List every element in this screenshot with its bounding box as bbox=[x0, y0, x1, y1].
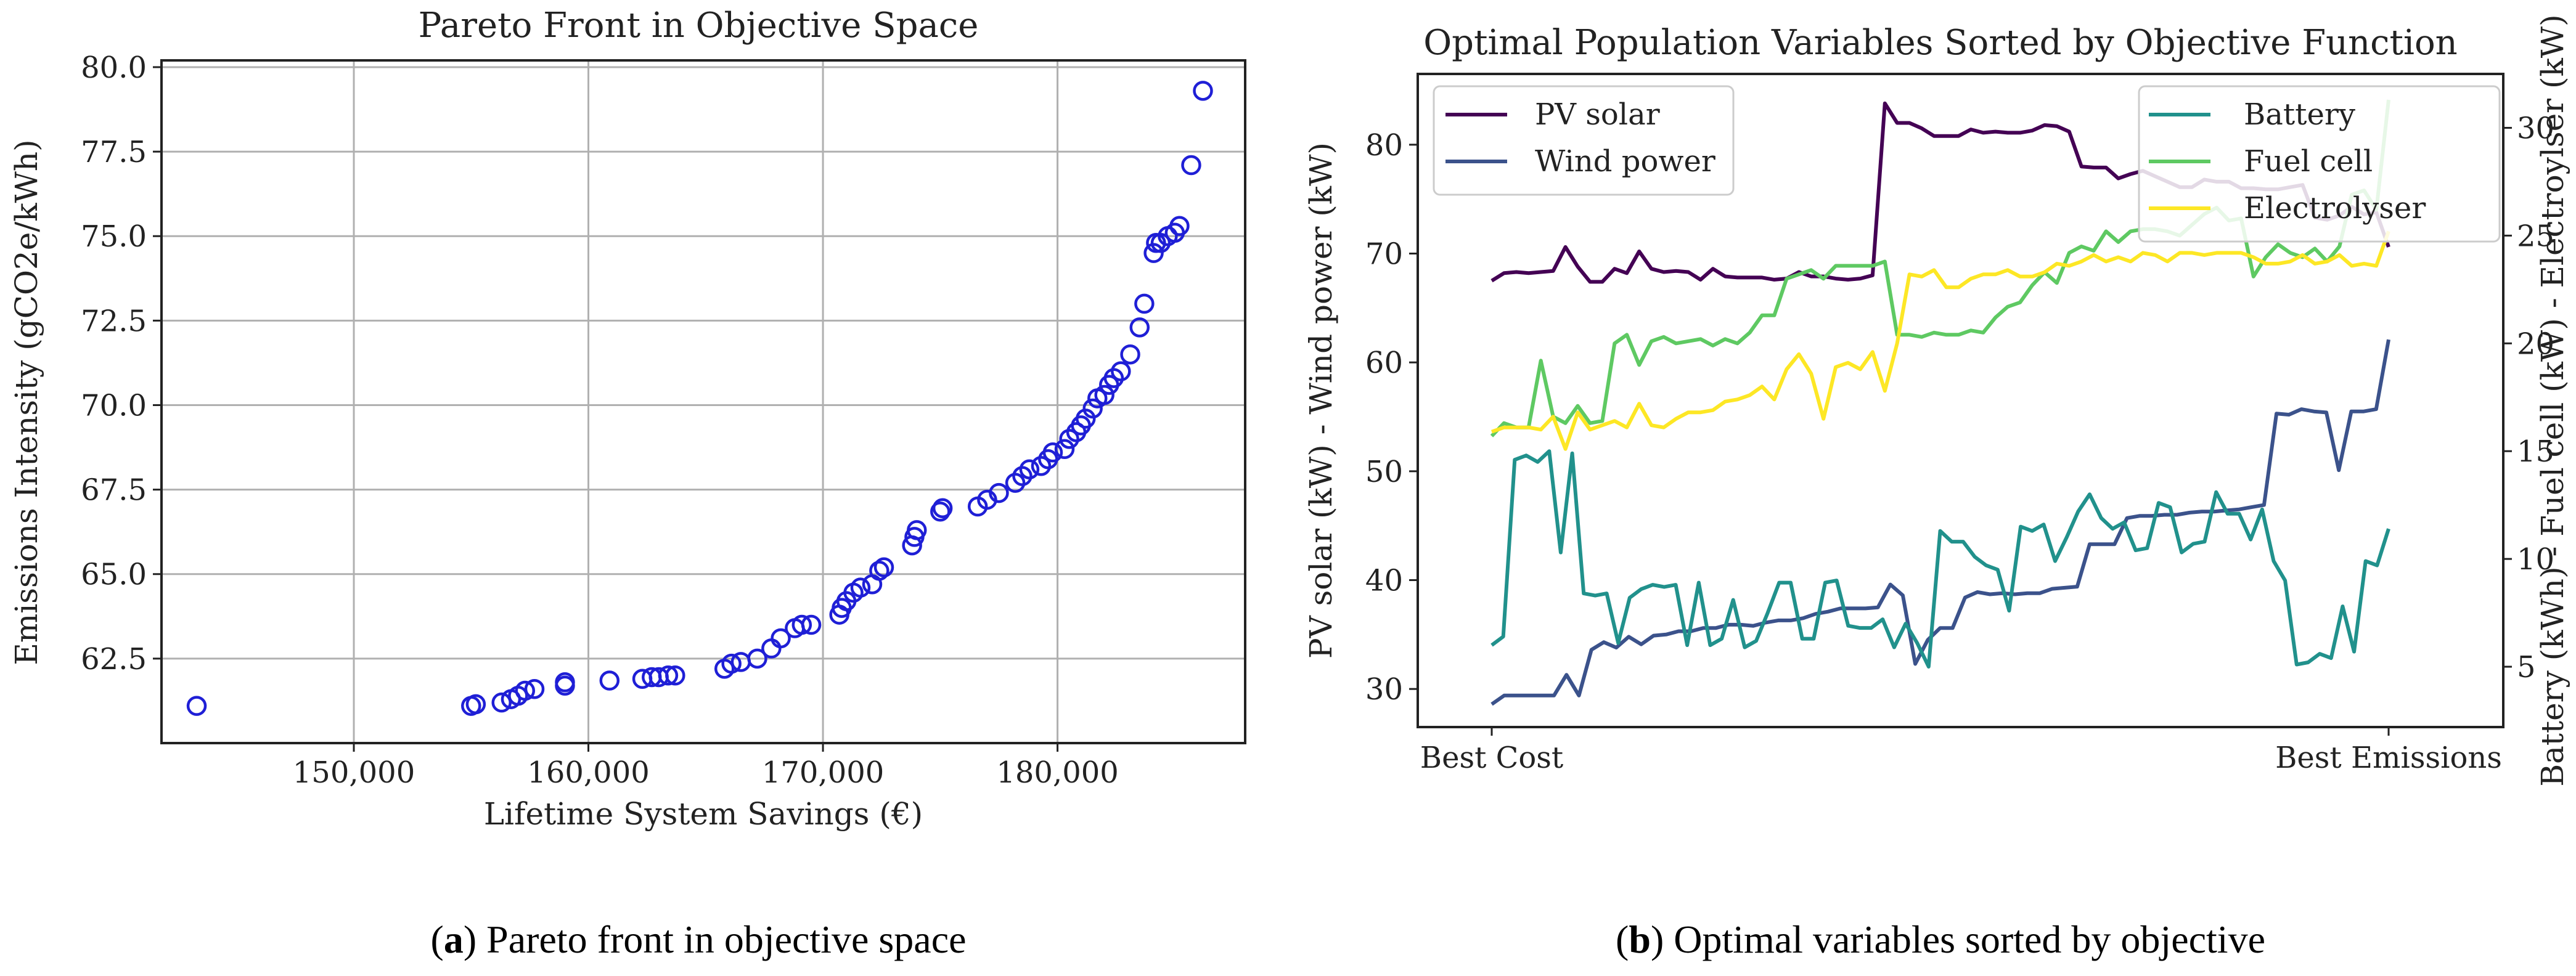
pareto-point bbox=[555, 672, 575, 693]
pareto-point bbox=[1143, 243, 1164, 263]
pareto-x-tick-label: 160,000 bbox=[527, 755, 650, 790]
left-y-tick-label: 50 bbox=[1365, 455, 1403, 489]
pareto-plot-frame bbox=[160, 59, 1246, 744]
pareto-y-tick-label: 65.0 bbox=[81, 558, 147, 592]
series-line-wind-power bbox=[1490, 339, 2390, 706]
caption-b-text: Optimal variables sorted by objective bbox=[1664, 917, 2265, 961]
pareto-point bbox=[1019, 459, 1040, 479]
caption-b: (b) Optimal variables sorted by objectiv… bbox=[1616, 917, 2265, 961]
pareto-point bbox=[801, 614, 822, 635]
caption-b-letter: b bbox=[1629, 917, 1651, 961]
legend-label-battery: Battery bbox=[2244, 97, 2355, 132]
pareto-gridlines bbox=[162, 60, 1245, 743]
left-y-tick-label: 60 bbox=[1365, 346, 1403, 380]
pareto-point bbox=[1120, 344, 1140, 365]
legend-label-wind-power: Wind power bbox=[1535, 144, 1715, 179]
legend-label-electrolyser: Electrolyser bbox=[2244, 191, 2426, 226]
pareto-point bbox=[1054, 439, 1075, 460]
legend-label-pv-solar: PV solar bbox=[1535, 97, 1660, 132]
right-y-tick-label: 25 bbox=[2517, 219, 2554, 253]
pareto-y-tick-label: 80.0 bbox=[81, 51, 147, 85]
pareto-point bbox=[869, 561, 889, 581]
right-y-tick-label: 30 bbox=[2517, 111, 2554, 145]
variables-plot-frame bbox=[1417, 73, 2504, 728]
left-y-tick-label: 70 bbox=[1365, 237, 1403, 272]
pareto-point bbox=[665, 665, 685, 686]
pareto-point bbox=[1169, 216, 1190, 237]
pareto-point bbox=[1129, 317, 1150, 338]
pareto-point bbox=[721, 653, 742, 674]
pareto-point bbox=[761, 638, 782, 659]
pareto-y-tick-label: 75.0 bbox=[81, 219, 147, 254]
right-y-tick-label: 10 bbox=[2517, 542, 2554, 577]
left-y-tick-label: 40 bbox=[1365, 564, 1403, 598]
caption-a: (a) Pareto front in objective space bbox=[431, 917, 967, 961]
pareto-point bbox=[1042, 442, 1063, 463]
pareto-point bbox=[515, 680, 536, 701]
pareto-point bbox=[1111, 361, 1131, 381]
pareto-point bbox=[850, 577, 871, 598]
pareto-point bbox=[658, 665, 679, 686]
caption-a-letter: a bbox=[444, 917, 464, 961]
pareto-point bbox=[747, 648, 767, 669]
series-line-battery bbox=[1490, 449, 2390, 669]
right-y-tick-label: 20 bbox=[2517, 327, 2554, 361]
pareto-point bbox=[791, 614, 812, 635]
pareto-point bbox=[599, 670, 620, 691]
pareto-y-tick-label: 67.5 bbox=[81, 473, 147, 508]
variables-right-y-axis-label: Battery (kWh) - Fuel cell (kW) - Electro… bbox=[2535, 14, 2570, 786]
pareto-x-tick-label: 170,000 bbox=[762, 755, 885, 790]
right-y-tick-label: 15 bbox=[2517, 434, 2554, 469]
pareto-point bbox=[930, 502, 951, 522]
variables-right-y-ticks: 5 10 15 20 25 30 bbox=[2503, 111, 2554, 685]
legend-right-box bbox=[2138, 85, 2501, 243]
caption-a-text: Pareto front in objective space bbox=[476, 917, 966, 961]
pareto-x-tick-label: 180,000 bbox=[996, 755, 1119, 790]
pareto-x-ticks: 150,000 160,000 170,000 180,000 bbox=[293, 743, 1119, 790]
pareto-y-tick-label: 62.5 bbox=[81, 642, 147, 677]
variables-x-ticks: Best Cost Best Emissions bbox=[1420, 727, 2502, 775]
pareto-point bbox=[932, 498, 953, 519]
variables-chart-title: Optimal Population Variables Sorted by O… bbox=[1423, 23, 2457, 63]
x-tick-best-emissions: Best Emissions bbox=[2275, 741, 2502, 775]
variables-left-y-ticks: 30 40 50 60 70 80 bbox=[1365, 128, 1418, 707]
pareto-x-axis-label: Lifetime System Savings (€) bbox=[484, 796, 923, 832]
pareto-point bbox=[491, 692, 512, 713]
pareto-point bbox=[873, 557, 894, 578]
pareto-point bbox=[465, 694, 486, 715]
legend-label-fuel-cell: Fuel cell bbox=[2244, 144, 2373, 179]
pareto-chart-title: Pareto Front in Objective Space bbox=[419, 6, 979, 46]
pareto-y-tick-label: 72.5 bbox=[81, 304, 147, 338]
pareto-point bbox=[907, 520, 927, 540]
pareto-point bbox=[1181, 155, 1201, 176]
pareto-point bbox=[186, 696, 207, 716]
legend-right: Battery Fuel cell Electrolyser bbox=[2138, 85, 2501, 243]
pareto-point bbox=[1134, 293, 1155, 314]
variables-left-y-axis-label: PV solar (kW) - Wind power (kW) bbox=[1303, 142, 1339, 659]
pareto-point bbox=[1094, 384, 1114, 405]
pareto-points bbox=[186, 81, 1213, 716]
legend-left-box bbox=[1433, 85, 1735, 196]
pareto-point bbox=[1075, 409, 1096, 429]
pareto-point bbox=[524, 678, 545, 699]
right-y-tick-label: 5 bbox=[2517, 650, 2536, 685]
pareto-point bbox=[989, 482, 1009, 503]
pareto-point bbox=[1082, 398, 1103, 419]
pareto-y-tick-label: 70.0 bbox=[81, 388, 147, 423]
pareto-y-tick-label: 77.5 bbox=[81, 135, 147, 169]
series-line-electrolyser bbox=[1491, 230, 2390, 451]
pareto-x-tick-label: 150,000 bbox=[293, 755, 415, 790]
pareto-y-ticks: 62.5 65.0 67.5 70.0 72.5 75.0 77.5 80.0 bbox=[81, 51, 162, 677]
pareto-y-axis-label: Emissions Intensity (gCO2e/kWh) bbox=[9, 139, 44, 665]
variables-line-panel: Optimal Population Variables Sorted by O… bbox=[1303, 14, 2570, 786]
legend-left: PV solar Wind power bbox=[1433, 85, 1735, 196]
pareto-point bbox=[1193, 81, 1213, 101]
left-y-tick-label: 80 bbox=[1365, 128, 1403, 163]
pareto-point bbox=[771, 628, 791, 649]
pareto-scatter-panel: Pareto Front in Objective Space 150,000 1… bbox=[9, 6, 1246, 832]
x-tick-best-cost: Best Cost bbox=[1420, 741, 1563, 775]
left-y-tick-label: 30 bbox=[1365, 672, 1403, 707]
